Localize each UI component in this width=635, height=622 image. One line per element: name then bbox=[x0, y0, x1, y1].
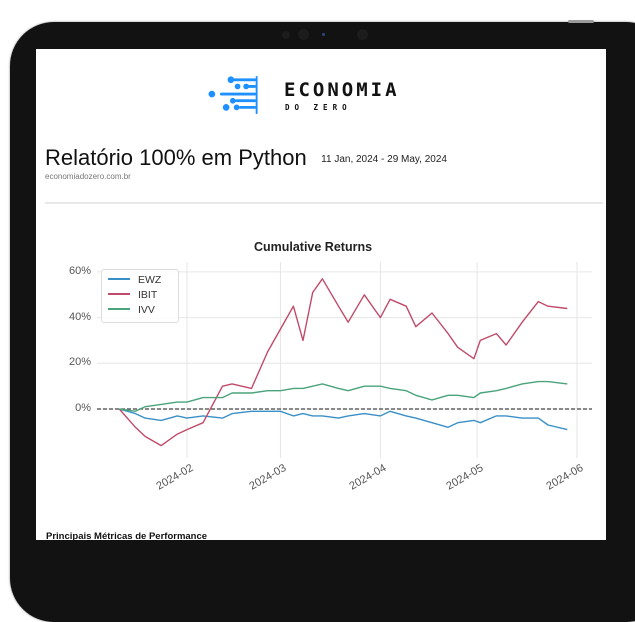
y-tick-label: 0% bbox=[75, 402, 91, 414]
y-tick-label: 20% bbox=[68, 356, 91, 369]
chart-title: Cumulative Returns bbox=[253, 240, 373, 254]
y-tick-label: 60% bbox=[68, 264, 91, 277]
series-line-ivv bbox=[119, 380, 568, 413]
site-link[interactable]: economiadozero.com.br bbox=[45, 172, 131, 181]
indicator-light-icon bbox=[322, 33, 325, 36]
report-header: Relatório 100% em Python 11 Jan, 2024 - … bbox=[45, 145, 447, 171]
brand-logo: ECONOMIA DO ZERO bbox=[199, 71, 439, 115]
section-divider bbox=[45, 202, 603, 204]
report-title: Relatório 100% em Python bbox=[45, 145, 307, 170]
legend-label-ivv: IVV bbox=[138, 304, 155, 316]
cumulative-returns-chart: Cumulative Returns 0% 20% 40% 60% 2024-02 20… bbox=[36, 229, 606, 493]
brand-name: ECONOMIA bbox=[284, 79, 400, 101]
camera-lens-icon bbox=[357, 29, 368, 40]
chart-plot-area bbox=[97, 262, 592, 458]
series-line-ewz bbox=[119, 408, 568, 431]
brand-tagline: DO ZERO bbox=[285, 103, 352, 112]
y-tick-label: 40% bbox=[68, 310, 91, 323]
tablet-side-button bbox=[568, 20, 594, 23]
sensor-icon bbox=[282, 31, 290, 39]
legend-item-ewz: EWZ bbox=[108, 274, 161, 288]
legend-item-ivv: IVV bbox=[108, 304, 155, 318]
legend-item-ibit: IBIT bbox=[108, 289, 157, 303]
legend-label-ibit: IBIT bbox=[138, 289, 158, 301]
report-date-range: 11 Jan, 2024 - 29 May, 2024 bbox=[321, 154, 447, 165]
legend-swatch-ivv bbox=[108, 308, 130, 311]
report-screen: ECONOMIA DO ZERO Relatório 100% em Pytho… bbox=[36, 49, 606, 540]
series-line-ibit bbox=[118, 278, 568, 447]
chart-legend: EWZ IBIT IVV bbox=[101, 269, 179, 323]
data-dots-logo-icon bbox=[208, 75, 258, 115]
legend-swatch-ibit bbox=[108, 293, 130, 296]
metrics-section-title: Principais Métricas de Performance bbox=[46, 531, 208, 540]
legend-label-ewz: EWZ bbox=[138, 274, 162, 286]
camera-icon bbox=[298, 29, 309, 40]
legend-swatch-ewz bbox=[108, 278, 130, 281]
